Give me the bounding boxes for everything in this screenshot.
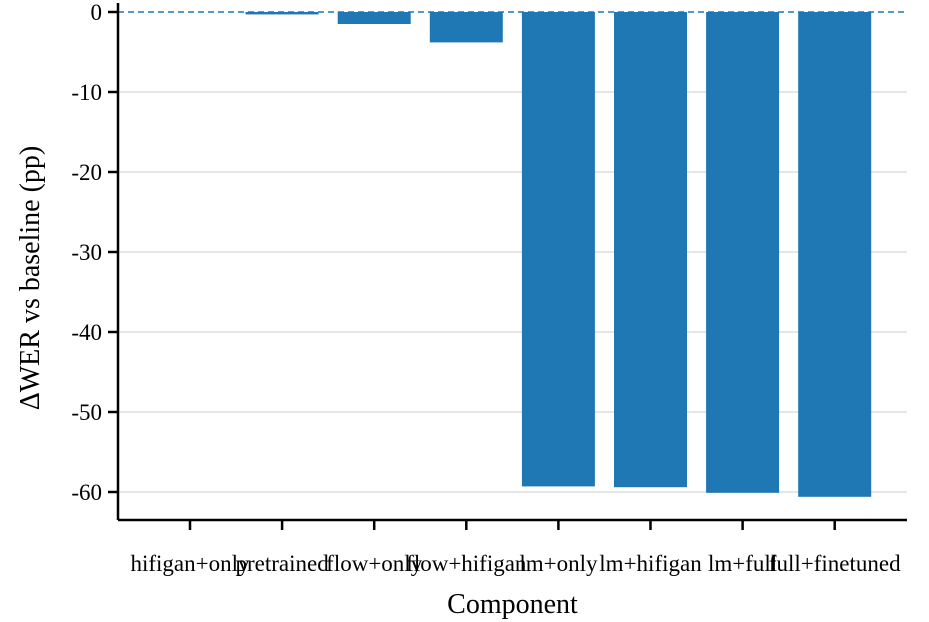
x-tick-label: hifigan+only	[130, 551, 250, 576]
bar	[798, 12, 872, 497]
x-tick-label: lm+only	[519, 551, 598, 576]
y-tick-label: 0	[91, 0, 103, 25]
y-axis-title: ΔWER vs baseline (pp)	[15, 146, 46, 411]
y-axis-ticks: 0 -10 -20 -30 -40 -50 -60	[71, 0, 118, 505]
x-tick-label: flow+only	[326, 551, 423, 576]
bar	[337, 12, 411, 24]
y-tick-label: -10	[71, 80, 102, 105]
bars	[245, 12, 872, 497]
x-tick-label: full+finetuned	[769, 551, 901, 576]
y-tick-label: -20	[71, 160, 102, 185]
y-tick-label: -60	[71, 480, 102, 505]
x-tick-label: pretrained	[235, 551, 329, 576]
bar	[706, 12, 780, 493]
y-tick-label: -40	[71, 320, 102, 345]
x-axis-ticks: hifigan+onlypretrainedflow+onlyflow+hifi…	[130, 520, 901, 576]
x-tick-label: lm+hifigan	[599, 551, 702, 576]
bar	[521, 12, 595, 487]
bar	[429, 12, 503, 43]
x-tick-label: flow+hifigan	[406, 551, 527, 576]
x-tick-label: lm+full	[708, 551, 777, 576]
grid-lines	[118, 91, 907, 493]
axes	[116, 3, 907, 522]
x-axis-title: Component	[447, 589, 578, 620]
y-tick-label: -50	[71, 400, 102, 425]
bar	[614, 12, 687, 488]
y-tick-label: -30	[71, 240, 102, 265]
bar	[245, 12, 319, 15]
